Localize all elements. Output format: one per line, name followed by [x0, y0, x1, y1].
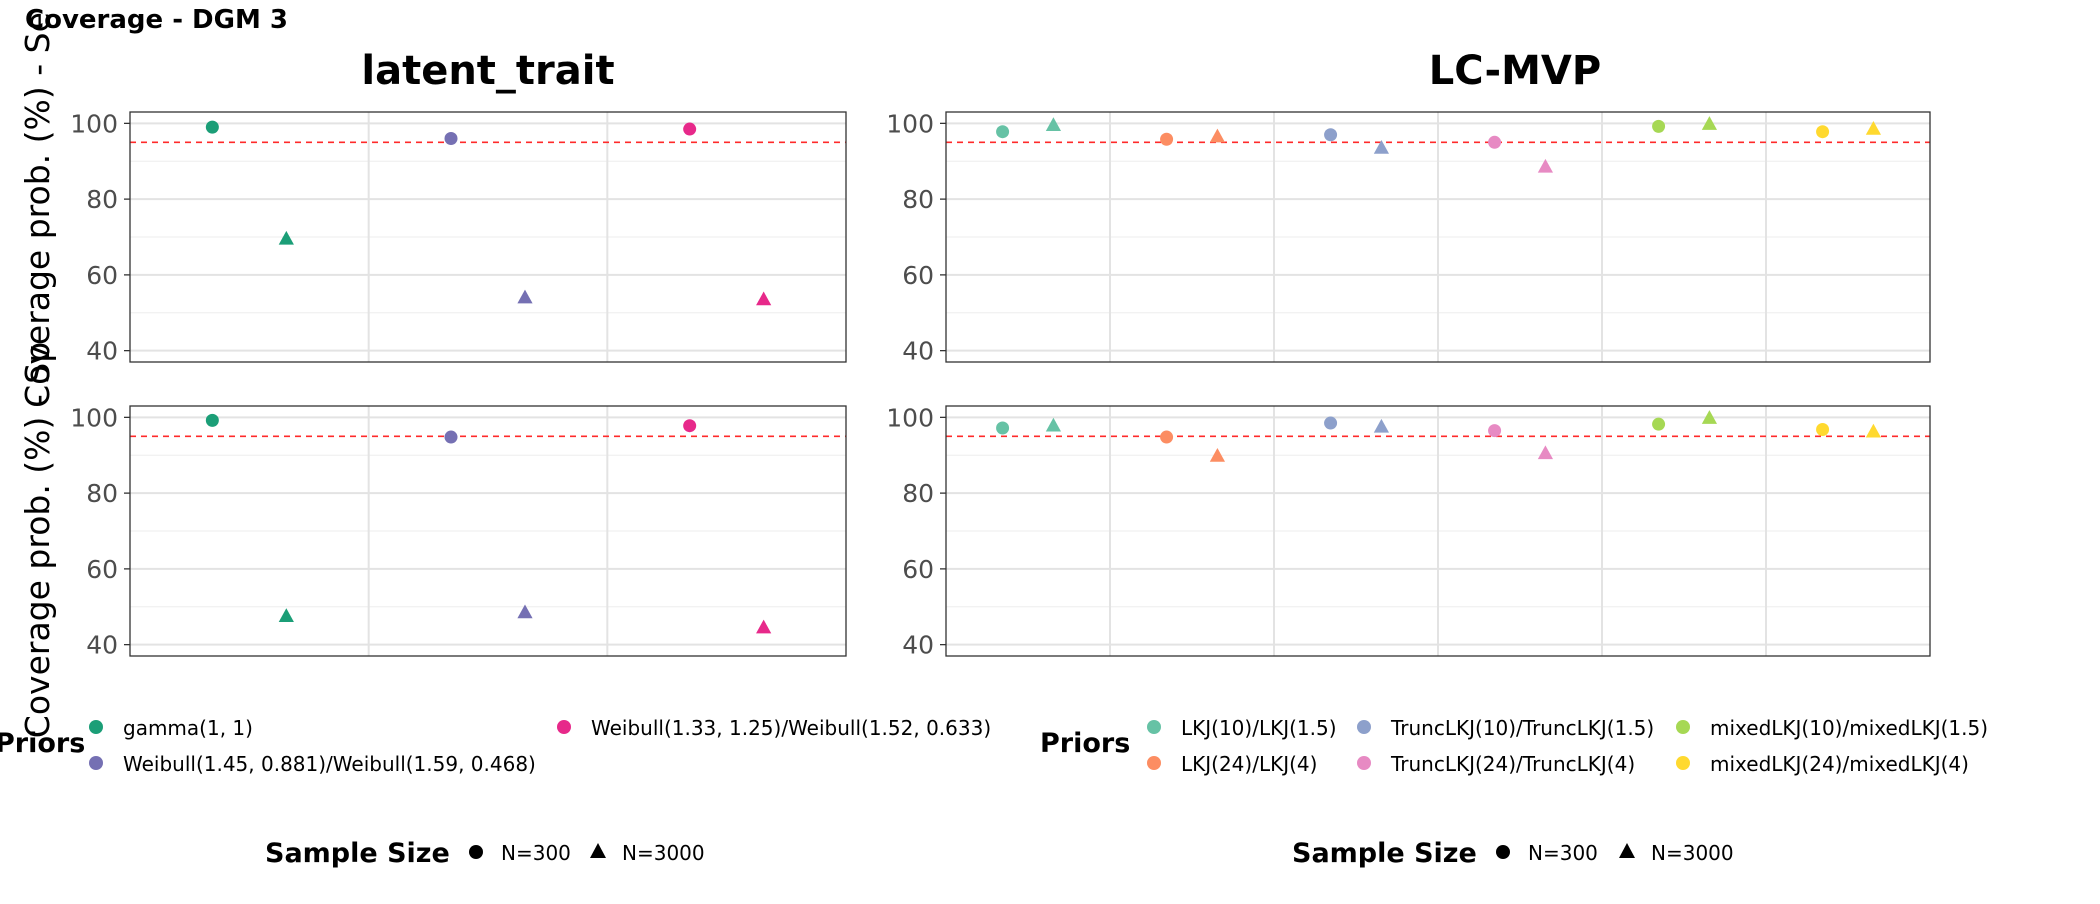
legend-key-mixedlkj-24: [1676, 756, 1690, 770]
plot-area: 40 60 80 100 40 60 80 100 40 60 80 100 40 60 80 100: [70, 109, 1931, 660]
legend-key-trunclkj-24: [1357, 756, 1371, 770]
legend-lcmvp-sample-size: Sample Size N=300 N=3000: [1292, 838, 1734, 869]
figure-title: Coverage - DGM 3: [25, 5, 288, 35]
legend-latent-sample-size: Sample Size N=300 N=3000: [265, 838, 705, 869]
legend-label-weibull-145: Weibull(1.45, 0.881)/Weibull(1.59, 0.468…: [123, 752, 536, 776]
point-lc-mvp-se-lkj-10-lkj-1-5-n300: [996, 125, 1010, 139]
legend-title-sample-size-lcmvp: Sample Size: [1292, 838, 1477, 869]
panel-border-latent-trait-sp: [129, 405, 847, 657]
y-tick-label-latent-trait-sp-80: 80: [86, 479, 118, 508]
y-tick-label-lc-mvp-sp-80: 80: [902, 479, 934, 508]
point-latent-trait-se-gamma-1-1-n300: [205, 120, 219, 134]
point-latent-trait-sp-gamma-1-1-n3000: [278, 608, 294, 622]
y-tick-label-lc-mvp-se-80: 80: [902, 185, 934, 214]
y-tick-label-lc-mvp-sp-60: 60: [902, 555, 934, 584]
legend-label-lkj-24: LKJ(24)/LKJ(4): [1181, 752, 1317, 776]
legend-key-weibull-145: [89, 756, 103, 770]
y-tick-label-latent-trait-sp-60: 60: [86, 555, 118, 584]
point-lc-mvp-sp-lkj-10-lkj-1-5-n3000: [1045, 417, 1062, 432]
panel-border-lc-mvp-se: [945, 111, 1931, 363]
y-tick-label-lc-mvp-se-60: 60: [902, 261, 934, 290]
panel-border-lc-mvp-sp: [945, 405, 1931, 657]
point-lc-mvp-sp-trunclkj-24-trunclkj-4-n300: [1488, 424, 1502, 438]
point-latent-trait-sp-weibull-1-45-0-881-weibull-1-59-0-468-n3000: [517, 604, 533, 619]
panel-border-latent-trait-se: [129, 111, 847, 363]
legend-title-priors-latent: Priors: [0, 728, 85, 759]
legend-lcmvp-priors: Priors LKJ(10)/LKJ(1.5) LKJ(24)/LKJ(4) T…: [1040, 716, 1988, 776]
point-lc-mvp-se-trunclkj-10-trunclkj-1-5-n3000: [1373, 139, 1390, 154]
legend-label-trunclkj-24: TruncLKJ(24)/TruncLKJ(4): [1390, 752, 1635, 776]
legend-key-n300-latent: [469, 845, 483, 859]
legend-title-priors-lcmvp: Priors: [1040, 728, 1130, 759]
legend-key-gamma: [89, 720, 103, 734]
point-latent-trait-sp-weibull-1-33-1-25-weibull-1-52-0-633-n3000: [756, 619, 772, 634]
legend-key-n3000-latent: [590, 843, 606, 858]
y-tick-label-latent-trait-sp-40: 40: [86, 631, 118, 660]
legend-title-sample-size-latent: Sample Size: [265, 838, 450, 869]
point-lc-mvp-se-lkj-24-lkj-4-n3000: [1209, 128, 1226, 143]
legend-key-weibull-133: [557, 720, 571, 734]
point-latent-trait-se-gamma-1-1-n3000: [278, 230, 294, 245]
point-latent-trait-sp-weibull-1-45-0-881-weibull-1-59-0-468-n300: [444, 430, 458, 444]
legend-label-mixedlkj-10: mixedLKJ(10)/mixedLKJ(1.5): [1710, 716, 1988, 740]
point-lc-mvp-sp-mixedlkj-24-mixedlkj-4-n3000: [1865, 423, 1882, 438]
y-tick-label-lc-mvp-sp-100: 100: [886, 403, 934, 432]
y-tick-label-latent-trait-se-80: 80: [86, 185, 118, 214]
point-lc-mvp-se-mixedlkj-10-mixedlkj-1-5-n300: [1652, 119, 1666, 133]
point-lc-mvp-se-mixedlkj-24-mixedlkj-4-n300: [1816, 125, 1830, 139]
point-latent-trait-se-weibull-1-45-0-881-weibull-1-59-0-468-n300: [444, 132, 458, 146]
point-latent-trait-sp-gamma-1-1-n300: [205, 413, 219, 427]
point-lc-mvp-sp-trunclkj-10-trunclkj-1-5-n3000: [1373, 418, 1390, 433]
legend-label-n300-lcmvp: N=300: [1528, 841, 1598, 865]
point-latent-trait-se-weibull-1-45-0-881-weibull-1-59-0-468-n3000: [517, 289, 533, 304]
point-lc-mvp-se-trunclkj-24-trunclkj-4-n300: [1488, 135, 1502, 149]
point-lc-mvp-se-mixedlkj-24-mixedlkj-4-n3000: [1865, 121, 1882, 135]
point-latent-trait-se-weibull-1-33-1-25-weibull-1-52-0-633-n300: [683, 122, 697, 136]
y-tick-label-latent-trait-se-40: 40: [86, 337, 118, 366]
point-lc-mvp-sp-lkj-24-lkj-4-n300: [1160, 430, 1174, 444]
legend-key-n300-lcmvp: [1496, 845, 1510, 859]
point-lc-mvp-sp-lkj-24-lkj-4-n3000: [1209, 448, 1226, 462]
point-lc-mvp-se-trunclkj-24-trunclkj-4-n3000: [1537, 158, 1554, 173]
point-lc-mvp-se-mixedlkj-10-mixedlkj-1-5-n3000: [1701, 116, 1718, 130]
y-axis-label-bottom: Coverage prob. (%) - Sp: [18, 342, 57, 738]
legend-key-trunclkj-10: [1357, 720, 1371, 734]
point-lc-mvp-sp-mixedlkj-10-mixedlkj-1-5-n3000: [1701, 410, 1718, 424]
legend-label-n300-latent: N=300: [501, 841, 571, 865]
legend-label-lkj-10: LKJ(10)/LKJ(1.5): [1181, 716, 1337, 740]
y-tick-label-lc-mvp-se-100: 100: [886, 109, 934, 138]
legend-key-lkj-24: [1147, 756, 1161, 770]
point-lc-mvp-sp-mixedlkj-24-mixedlkj-4-n300: [1816, 422, 1830, 436]
point-lc-mvp-se-lkj-10-lkj-1-5-n3000: [1045, 117, 1062, 132]
point-lc-mvp-se-trunclkj-10-trunclkj-1-5-n300: [1324, 128, 1338, 142]
legend-label-mixedlkj-24: mixedLKJ(24)/mixedLKJ(4): [1710, 752, 1969, 776]
point-lc-mvp-sp-mixedlkj-10-mixedlkj-1-5-n300: [1652, 417, 1666, 431]
y-axis-label-top: Coverage prob. (%) - Se: [18, 12, 57, 408]
y-tick-label-latent-trait-sp-100: 100: [70, 403, 118, 432]
legend-label-trunclkj-10: TruncLKJ(10)/TruncLKJ(1.5): [1390, 716, 1654, 740]
panel-title-latent-trait: latent_trait: [361, 48, 614, 94]
point-latent-trait-sp-weibull-1-33-1-25-weibull-1-52-0-633-n300: [683, 419, 697, 433]
point-lc-mvp-sp-lkj-10-lkj-1-5-n300: [996, 421, 1010, 435]
legend-label-weibull-133: Weibull(1.33, 1.25)/Weibull(1.52, 0.633): [591, 716, 991, 740]
point-lc-mvp-sp-trunclkj-24-trunclkj-4-n3000: [1537, 445, 1554, 460]
point-lc-mvp-sp-trunclkj-10-trunclkj-1-5-n300: [1324, 416, 1338, 430]
legend-key-mixedlkj-10: [1676, 720, 1690, 734]
y-tick-label-latent-trait-se-60: 60: [86, 261, 118, 290]
point-latent-trait-se-weibull-1-33-1-25-weibull-1-52-0-633-n3000: [756, 291, 772, 306]
y-tick-label-latent-trait-se-100: 100: [70, 109, 118, 138]
legend-label-n3000-lcmvp: N=3000: [1651, 841, 1734, 865]
point-lc-mvp-se-lkj-24-lkj-4-n300: [1160, 132, 1174, 146]
legend-latent-priors: Priors gamma(1, 1) Weibull(1.45, 0.881)/…: [0, 716, 991, 776]
y-tick-label-lc-mvp-sp-40: 40: [902, 631, 934, 660]
panel-title-lc-mvp: LC-MVP: [1429, 48, 1601, 94]
legend-key-lkj-10: [1147, 720, 1161, 734]
y-tick-label-lc-mvp-se-40: 40: [902, 337, 934, 366]
legend-label-n3000-latent: N=3000: [622, 841, 705, 865]
legend-key-n3000-lcmvp: [1619, 843, 1635, 858]
legend-label-gamma: gamma(1, 1): [123, 716, 253, 740]
